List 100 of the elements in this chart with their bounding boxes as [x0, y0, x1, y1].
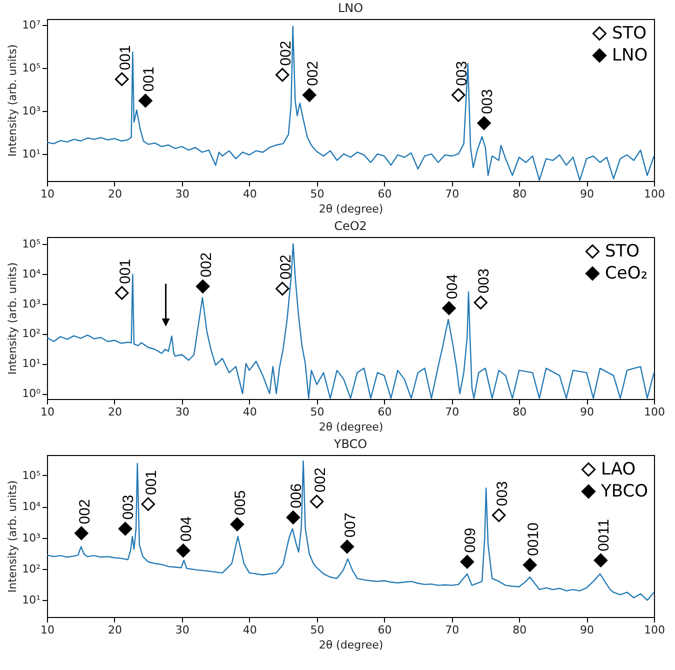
- point: [594, 553, 608, 568]
- annotation: 004: [178, 516, 196, 542]
- chart-title: LNO: [338, 0, 364, 15]
- annotation: 001: [116, 258, 134, 284]
- legend-label: LAO: [601, 460, 636, 480]
- annotation: 0010: [524, 522, 542, 556]
- annotation: 002: [277, 40, 294, 66]
- x-tick-label: 60: [378, 188, 392, 200]
- point: [452, 88, 466, 102]
- legend-label: YBCO: [600, 482, 648, 502]
- point: [523, 558, 537, 572]
- point: [276, 282, 290, 296]
- y-tick-label: 10⁵: [22, 468, 40, 482]
- x-tick-label: 90: [580, 188, 594, 200]
- annotation: 003: [476, 268, 493, 294]
- x-tick-label: 90: [580, 406, 594, 418]
- x-tick-label: 70: [445, 624, 460, 636]
- point: [340, 540, 354, 554]
- x-tick-label: 20: [108, 624, 122, 636]
- legend-label: STO: [605, 242, 640, 262]
- x-axis-title: 2θ (degree): [318, 202, 384, 216]
- x-tick-label: 10: [40, 624, 54, 636]
- x-tick-label: 30: [175, 188, 190, 200]
- x-tick-label: 70: [445, 406, 460, 418]
- x-tick-label: 40: [242, 624, 257, 636]
- x-tick-label: 50: [310, 188, 324, 200]
- x-tick-label: 80: [512, 188, 527, 200]
- annotation: 005: [232, 490, 250, 516]
- point: [442, 301, 456, 316]
- point: [230, 517, 244, 532]
- x-tick-label: 100: [644, 188, 665, 200]
- annotation: 002: [76, 499, 94, 524]
- x-tick-label: 90: [580, 624, 594, 636]
- legend-label: STO: [612, 24, 647, 44]
- legend-label: CeO₂: [605, 264, 648, 284]
- annotation: 003: [120, 494, 138, 520]
- x-tick-label: 30: [175, 406, 190, 418]
- annotation: 003: [494, 481, 511, 506]
- annotation: 007: [342, 512, 360, 538]
- annotation: 002: [277, 254, 294, 280]
- x-axis-title: 2θ (degree): [318, 638, 384, 652]
- x-tick-label: 20: [108, 406, 122, 418]
- y-tick-label: 10⁷: [22, 18, 40, 32]
- y-tick-label: 10⁵: [22, 237, 40, 250]
- y-axis-title: Intensity (arb. units): [6, 480, 20, 593]
- point: [176, 544, 190, 558]
- x-tick-label: 10: [40, 188, 54, 200]
- y-tick-label: 10¹: [22, 594, 40, 607]
- x-tick-label: 30: [175, 624, 190, 636]
- point: [118, 522, 132, 536]
- annotation: 002: [312, 468, 329, 493]
- point: [492, 508, 506, 522]
- point: [460, 554, 474, 569]
- y-tick-label: 10³: [22, 104, 40, 118]
- x-tick-label: 20: [108, 188, 122, 200]
- point: [310, 494, 324, 508]
- x-tick-label: 50: [310, 406, 324, 418]
- annotation: 003: [453, 61, 470, 86]
- annotation: 001: [116, 45, 134, 70]
- line-series: [46, 243, 655, 399]
- point: [276, 68, 290, 82]
- point: [141, 497, 156, 511]
- x-tick-label: 100: [644, 624, 665, 636]
- y-tick-label: 10³: [22, 297, 40, 310]
- chart-title: YBCO: [332, 437, 368, 451]
- line-series: [46, 460, 655, 601]
- y-axis-title: Intensity (arb. units): [6, 262, 20, 375]
- point: [74, 526, 88, 540]
- x-tick-label: 80: [512, 624, 527, 636]
- x-tick-label: 10: [40, 406, 54, 418]
- point: [302, 88, 316, 102]
- annotation: 002: [304, 61, 322, 86]
- annotation: 004: [444, 274, 461, 300]
- annotation: 006: [288, 483, 306, 508]
- y-tick-label: 10²: [22, 327, 40, 340]
- point: [477, 116, 491, 130]
- annotation: 002: [198, 252, 215, 278]
- annotation: 001: [143, 470, 160, 496]
- legend-label: LNO: [612, 46, 648, 66]
- y-tick-label: 10³: [22, 531, 40, 544]
- y-tick-label: 10²: [22, 562, 40, 576]
- x-tick-label: 80: [512, 406, 527, 418]
- chart-title: CeO2: [334, 219, 367, 233]
- x-tick-label: 50: [310, 624, 324, 636]
- annotation: 0011: [596, 519, 613, 552]
- point: [286, 510, 300, 524]
- x-tick-label: 70: [445, 188, 460, 200]
- x-axis-title: 2θ (degree): [318, 420, 384, 434]
- y-tick-label: 10⁴: [22, 500, 42, 514]
- point: [138, 94, 152, 108]
- x-tick-label: 40: [242, 188, 257, 200]
- annotation: 003: [479, 89, 496, 114]
- y-tick-label: 10¹: [22, 357, 40, 370]
- x-tick-label: 40: [242, 406, 257, 418]
- line-series: [46, 26, 655, 181]
- x-tick-label: 60: [378, 624, 392, 636]
- point: [114, 286, 129, 300]
- x-tick-label: 60: [378, 406, 392, 418]
- point: [474, 296, 488, 310]
- annotation: 001: [140, 66, 158, 92]
